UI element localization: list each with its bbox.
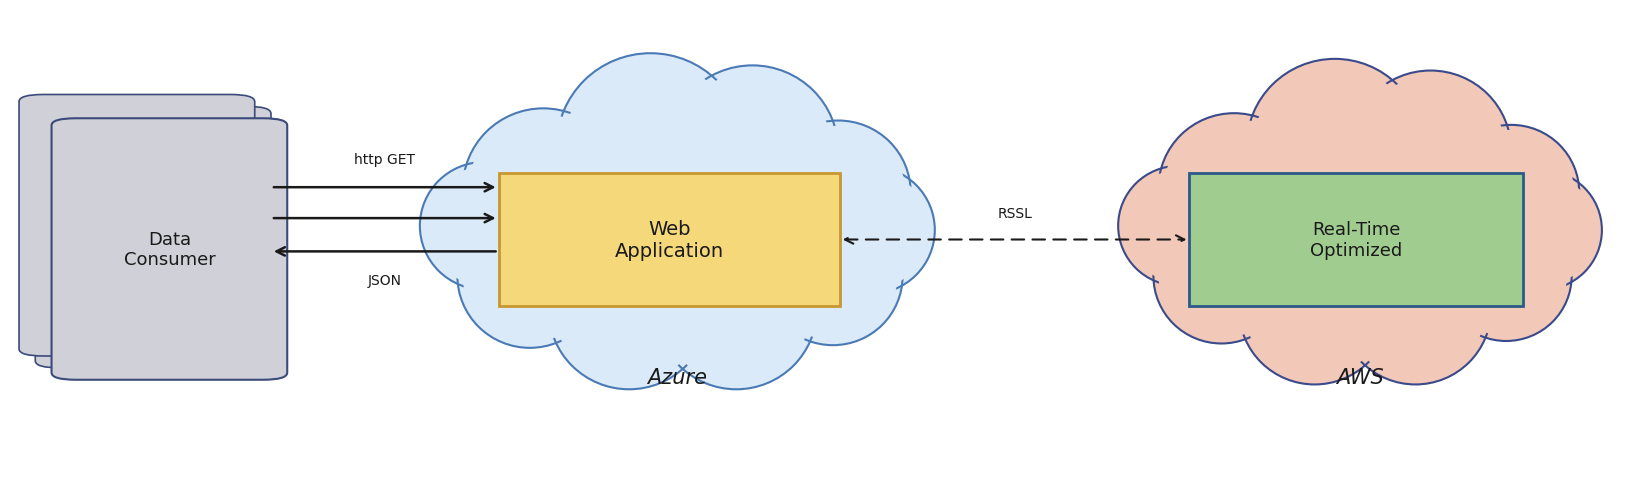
Ellipse shape [548,230,709,389]
Ellipse shape [1345,240,1485,379]
FancyBboxPatch shape [499,174,839,306]
Ellipse shape [1340,235,1490,384]
Ellipse shape [1245,60,1421,234]
Ellipse shape [1444,216,1566,336]
Ellipse shape [805,167,934,294]
Ellipse shape [763,207,901,346]
FancyBboxPatch shape [52,119,287,380]
Ellipse shape [1439,212,1571,341]
Ellipse shape [1118,167,1239,286]
Ellipse shape [667,66,838,236]
Text: AWS: AWS [1335,368,1382,387]
Ellipse shape [463,210,597,343]
Text: Azure: Azure [647,368,707,387]
Text: JSON: JSON [367,273,401,287]
Ellipse shape [424,168,543,285]
Ellipse shape [1252,66,1415,228]
Ellipse shape [456,205,601,348]
Ellipse shape [1157,114,1309,264]
Ellipse shape [564,61,737,233]
Text: Real-Time
Optimized: Real-Time Optimized [1309,221,1402,259]
FancyBboxPatch shape [36,107,271,368]
Ellipse shape [1485,175,1596,286]
Text: http GET: http GET [354,153,416,167]
Ellipse shape [1157,214,1283,339]
Ellipse shape [1355,77,1504,225]
Ellipse shape [419,163,548,290]
Ellipse shape [655,230,817,389]
Ellipse shape [463,109,623,268]
Ellipse shape [510,168,844,293]
Ellipse shape [1480,171,1601,290]
Ellipse shape [1201,168,1516,293]
Ellipse shape [810,171,929,289]
Ellipse shape [1350,72,1511,231]
Ellipse shape [768,213,896,340]
Ellipse shape [1244,240,1384,379]
Ellipse shape [556,54,743,240]
Ellipse shape [1152,209,1289,344]
Ellipse shape [1195,163,1522,299]
Ellipse shape [1443,126,1578,260]
Ellipse shape [673,72,831,230]
Ellipse shape [1164,120,1302,258]
Ellipse shape [554,236,703,384]
Text: RSSL: RSSL [996,207,1032,221]
FancyBboxPatch shape [1188,174,1522,306]
Ellipse shape [1121,171,1234,282]
Ellipse shape [502,163,851,299]
Ellipse shape [662,236,810,384]
Ellipse shape [766,121,910,264]
Ellipse shape [468,115,618,263]
FancyBboxPatch shape [20,96,254,356]
Ellipse shape [1447,131,1573,255]
Text: Data
Consumer: Data Consumer [124,230,215,269]
Ellipse shape [771,127,905,259]
Ellipse shape [1239,235,1389,384]
Text: Web
Application: Web Application [615,219,724,261]
